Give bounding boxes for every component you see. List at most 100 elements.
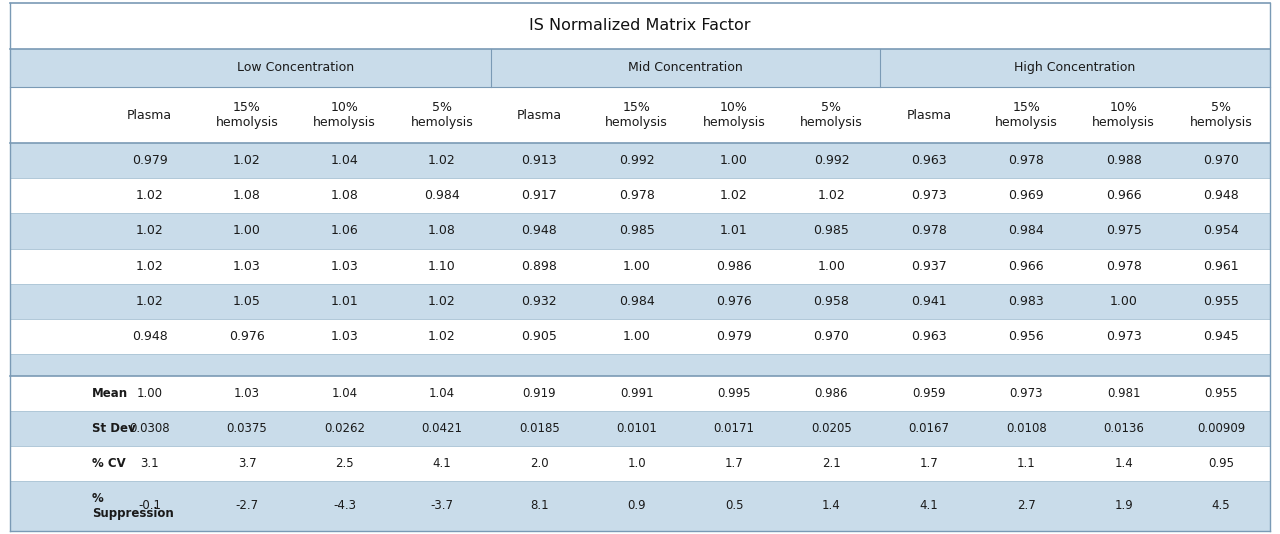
Bar (10, 178, 1270, 214)
Text: 1.02: 1.02 (428, 331, 456, 343)
Text: 2.1: 2.1 (822, 457, 841, 470)
Text: 0.984: 0.984 (618, 295, 654, 308)
Text: 1.04: 1.04 (429, 387, 454, 400)
Text: 0.985: 0.985 (814, 224, 850, 238)
Text: 0.917: 0.917 (521, 189, 557, 202)
Text: 1.08: 1.08 (330, 189, 358, 202)
Text: 1.0: 1.0 (627, 457, 646, 470)
Text: 1.02: 1.02 (428, 295, 456, 308)
Text: 0.932: 0.932 (521, 295, 557, 308)
Text: 0.986: 0.986 (814, 387, 849, 400)
Text: 1.10: 1.10 (428, 260, 456, 273)
Text: 1.02: 1.02 (818, 189, 845, 202)
Text: St Dev: St Dev (92, 422, 136, 435)
Text: 0.976: 0.976 (717, 295, 751, 308)
Text: 0.945: 0.945 (1203, 331, 1239, 343)
Text: 0.969: 0.969 (1009, 189, 1044, 202)
Text: % CV: % CV (92, 457, 125, 470)
Text: 0.976: 0.976 (229, 331, 265, 343)
Text: 0.975: 0.975 (1106, 224, 1142, 238)
Text: 0.0308: 0.0308 (129, 422, 170, 435)
Text: 0.984: 0.984 (424, 189, 460, 202)
Text: 1.08: 1.08 (428, 224, 456, 238)
Text: 0.958: 0.958 (814, 295, 850, 308)
Text: 0.919: 0.919 (522, 387, 556, 400)
Text: 1.03: 1.03 (330, 331, 358, 343)
Text: 1.04: 1.04 (330, 154, 358, 167)
Text: 0.948: 0.948 (521, 224, 557, 238)
Text: 0.963: 0.963 (911, 331, 947, 343)
Text: 0.961: 0.961 (1203, 260, 1239, 273)
Text: 0.0205: 0.0205 (812, 422, 851, 435)
Text: 0.913: 0.913 (521, 154, 557, 167)
Text: 0.0167: 0.0167 (909, 422, 950, 435)
Text: 8.1: 8.1 (530, 499, 549, 513)
Text: 0.995: 0.995 (717, 387, 751, 400)
Text: 0.963: 0.963 (911, 154, 947, 167)
Text: Low Concentration: Low Concentration (237, 61, 355, 74)
Text: Plasma: Plasma (127, 108, 173, 122)
Text: Mean: Mean (92, 387, 128, 400)
Text: 0.970: 0.970 (814, 331, 850, 343)
Text: 1.7: 1.7 (919, 457, 938, 470)
Text: Mid Concentration: Mid Concentration (628, 61, 742, 74)
Bar (10, 214, 1270, 249)
Text: 1.02: 1.02 (428, 154, 456, 167)
Text: 1.4: 1.4 (822, 499, 841, 513)
Text: 0.0262: 0.0262 (324, 422, 365, 435)
Text: 4.5: 4.5 (1212, 499, 1230, 513)
Text: 5%
hemolysis: 5% hemolysis (411, 101, 474, 129)
Text: 1.01: 1.01 (330, 295, 358, 308)
Text: 4.1: 4.1 (919, 499, 938, 513)
Bar (10, 446, 1270, 481)
Text: 0.0108: 0.0108 (1006, 422, 1047, 435)
Bar (10, 355, 1270, 376)
Text: 1.01: 1.01 (721, 224, 748, 238)
Text: -2.7: -2.7 (236, 499, 259, 513)
Text: -3.7: -3.7 (430, 499, 453, 513)
Text: 1.02: 1.02 (136, 295, 164, 308)
Text: 1.02: 1.02 (721, 189, 748, 202)
Text: 1.00: 1.00 (622, 260, 650, 273)
Text: High Concentration: High Concentration (1014, 61, 1135, 74)
Text: 1.08: 1.08 (233, 189, 261, 202)
Text: 0.973: 0.973 (911, 189, 947, 202)
Text: 1.06: 1.06 (330, 224, 358, 238)
Text: 2.5: 2.5 (335, 457, 353, 470)
Text: 1.02: 1.02 (233, 154, 261, 167)
Text: 1.03: 1.03 (233, 260, 261, 273)
Text: 1.05: 1.05 (233, 295, 261, 308)
Bar (10, 143, 1270, 178)
Text: 0.0101: 0.0101 (616, 422, 657, 435)
Text: 0.0185: 0.0185 (518, 422, 559, 435)
Text: 1.04: 1.04 (332, 387, 357, 400)
Text: 0.991: 0.991 (620, 387, 654, 400)
Text: 0.978: 0.978 (1106, 260, 1142, 273)
Text: 10%
hemolysis: 10% hemolysis (314, 101, 376, 129)
Text: 2.0: 2.0 (530, 457, 549, 470)
Text: 0.973: 0.973 (1106, 331, 1142, 343)
Text: 1.00: 1.00 (137, 387, 163, 400)
Text: 0.988: 0.988 (1106, 154, 1142, 167)
Bar (10, 319, 1270, 355)
Text: 0.978: 0.978 (1009, 154, 1044, 167)
Text: -4.3: -4.3 (333, 499, 356, 513)
Text: 1.9: 1.9 (1115, 499, 1133, 513)
Text: 0.979: 0.979 (717, 331, 751, 343)
Text: 0.954: 0.954 (1203, 224, 1239, 238)
Text: 0.898: 0.898 (521, 260, 557, 273)
Text: Plasma: Plasma (906, 108, 951, 122)
Text: 15%
hemolysis: 15% hemolysis (995, 101, 1057, 129)
Text: 0.956: 0.956 (1009, 331, 1044, 343)
Bar (10, 376, 1270, 411)
Text: 5%
hemolysis: 5% hemolysis (800, 101, 863, 129)
Text: 0.0375: 0.0375 (227, 422, 268, 435)
Text: 0.986: 0.986 (717, 260, 751, 273)
Text: 0.959: 0.959 (913, 387, 946, 400)
Bar (10, 481, 1270, 531)
Text: 1.03: 1.03 (234, 387, 260, 400)
Text: 0.5: 0.5 (724, 499, 744, 513)
Text: 0.905: 0.905 (521, 331, 557, 343)
Text: 0.941: 0.941 (911, 295, 947, 308)
Text: 0.970: 0.970 (1203, 154, 1239, 167)
